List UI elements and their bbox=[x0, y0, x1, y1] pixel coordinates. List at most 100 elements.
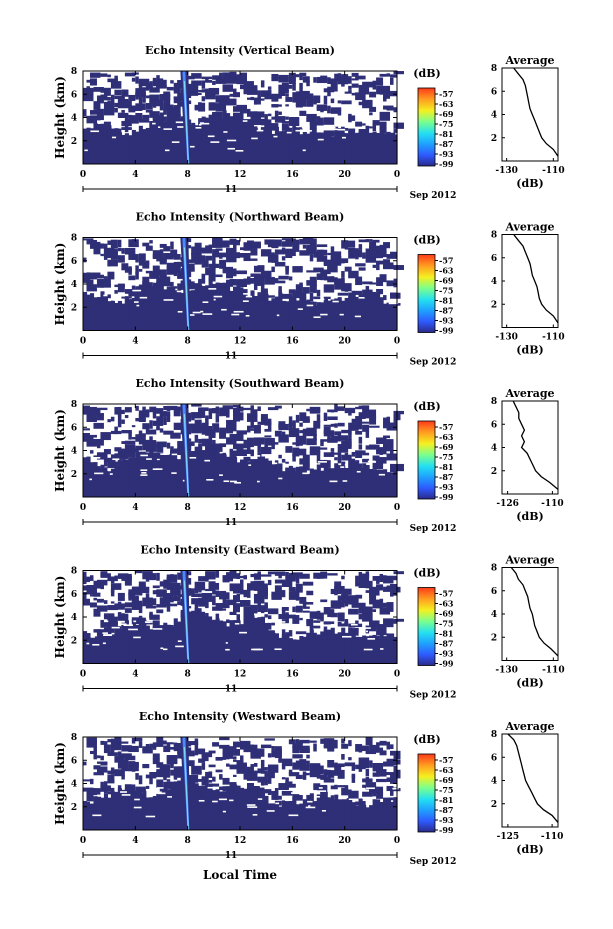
echo-patch bbox=[219, 443, 227, 448]
echo-patch bbox=[306, 80, 310, 87]
echo-patch bbox=[201, 593, 206, 597]
echo-patch bbox=[341, 594, 345, 602]
echo-cell bbox=[117, 132, 122, 164]
echo-cell bbox=[376, 799, 381, 830]
echo-patch bbox=[233, 240, 240, 246]
echo-patch bbox=[124, 407, 132, 413]
average-x-label: (dB) bbox=[516, 344, 543, 357]
echo-patch bbox=[278, 757, 282, 762]
echo-patch bbox=[142, 100, 146, 103]
echo-cell bbox=[128, 135, 133, 164]
echo-patch bbox=[194, 252, 202, 258]
echo-patch bbox=[267, 407, 279, 411]
echo-patch bbox=[201, 753, 209, 762]
clear-gap bbox=[102, 632, 108, 634]
echo-cell bbox=[316, 302, 321, 331]
echo-patch bbox=[278, 454, 282, 459]
average-y-tick-label: 2 bbox=[491, 467, 497, 477]
y-tick-label: 6 bbox=[71, 257, 77, 267]
echo-patch bbox=[86, 740, 97, 748]
echo-cell bbox=[250, 615, 255, 664]
echo-patch bbox=[376, 77, 384, 86]
clear-gap bbox=[92, 643, 100, 646]
average-y-tick-label: 4 bbox=[491, 277, 497, 287]
echo-patch bbox=[83, 571, 87, 578]
echo-patch bbox=[152, 452, 164, 459]
echo-patch bbox=[369, 415, 377, 425]
echo-patch bbox=[159, 243, 167, 248]
echo-cell bbox=[334, 463, 339, 497]
echo-cell bbox=[145, 456, 150, 497]
echo-cell bbox=[337, 297, 342, 331]
echo-patch bbox=[240, 253, 251, 258]
echo-cell bbox=[253, 459, 259, 497]
echo-patch bbox=[117, 760, 129, 769]
echo-patch bbox=[267, 630, 275, 635]
echo-patch bbox=[292, 421, 296, 430]
echo-patch bbox=[253, 586, 258, 591]
echo-cell bbox=[110, 791, 115, 830]
colorbar-tick-label: -75 bbox=[439, 452, 453, 462]
echo-patch bbox=[128, 115, 139, 124]
echo-patch bbox=[212, 606, 223, 611]
echo-patch bbox=[187, 88, 199, 96]
echo-patch bbox=[351, 764, 356, 771]
echo-cell bbox=[278, 131, 283, 164]
echo-patch bbox=[145, 284, 150, 290]
echo-patch bbox=[365, 291, 377, 299]
echo-cell bbox=[226, 628, 231, 664]
colorbar-tick-label: -99 bbox=[439, 825, 454, 835]
echo-patch bbox=[110, 589, 115, 597]
echo-patch bbox=[362, 763, 370, 769]
echo-cell bbox=[243, 616, 248, 664]
echo-patch bbox=[355, 627, 359, 636]
echo-patch bbox=[201, 89, 209, 93]
echo-patch bbox=[306, 408, 310, 412]
echo-patch bbox=[124, 440, 136, 445]
echo-cell bbox=[379, 803, 384, 830]
clear-gap bbox=[275, 802, 280, 805]
echo-patch bbox=[121, 120, 132, 127]
echo-cell bbox=[316, 464, 321, 497]
echo-cell bbox=[337, 632, 342, 664]
echo-patch bbox=[170, 624, 174, 634]
echo-patch bbox=[292, 590, 300, 596]
echo-patch bbox=[215, 769, 223, 773]
echo-patch bbox=[215, 417, 220, 423]
echo-cell bbox=[240, 119, 245, 164]
echo-cell bbox=[152, 796, 157, 830]
echo-patch bbox=[306, 93, 314, 101]
echo-cell bbox=[285, 468, 290, 497]
echo-cell bbox=[313, 470, 318, 497]
echo-patch bbox=[351, 133, 356, 140]
echo-cell bbox=[327, 299, 332, 331]
echo-cell bbox=[166, 624, 171, 664]
echo-patch bbox=[149, 87, 160, 93]
plume-core bbox=[183, 580, 189, 664]
echo-patch bbox=[233, 749, 240, 756]
echo-cell bbox=[334, 137, 339, 164]
echo-patch bbox=[240, 413, 244, 421]
clear-gap bbox=[199, 122, 205, 124]
echo-patch bbox=[376, 769, 387, 777]
echo-cell bbox=[253, 617, 259, 664]
echo-patch bbox=[306, 590, 314, 596]
echo-cell bbox=[320, 470, 325, 497]
x-tick-label: 0 bbox=[394, 836, 400, 846]
echo-patch bbox=[330, 600, 342, 609]
echo-patch bbox=[121, 775, 125, 780]
echo-patch bbox=[260, 764, 265, 772]
echo-patch bbox=[159, 249, 164, 258]
echo-patch bbox=[302, 606, 310, 609]
echo-patch bbox=[83, 87, 94, 96]
echo-cell bbox=[379, 469, 384, 497]
echo-patch bbox=[299, 100, 307, 107]
echo-patch bbox=[215, 252, 227, 258]
clear-gap bbox=[251, 137, 258, 140]
panel-1: Echo Intensity (Northward Beam)0 4 8 12 16 20… bbox=[53, 211, 565, 368]
echo-patch bbox=[271, 104, 282, 107]
echo-cell bbox=[351, 802, 356, 830]
echo-patch bbox=[191, 412, 202, 419]
echo-patch bbox=[246, 744, 258, 752]
echo-patch bbox=[138, 78, 150, 87]
